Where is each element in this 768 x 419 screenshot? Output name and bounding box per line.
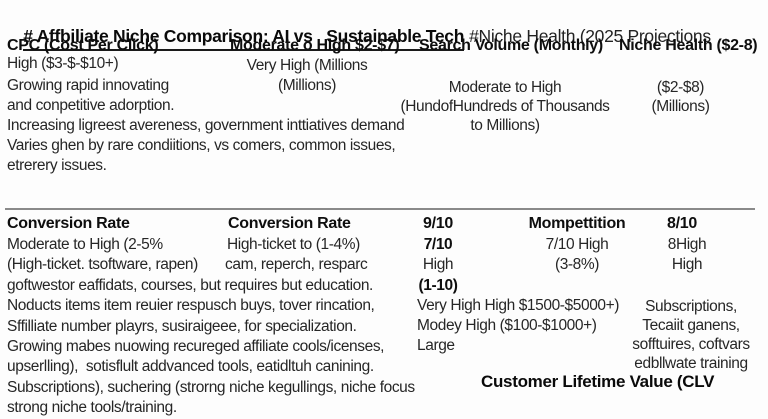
niche-health-values-block: ($2-$8) (Millions) — [628, 78, 733, 116]
section-divider — [5, 208, 755, 210]
column-header-conversion-rate-b: Conversion Rate — [228, 215, 351, 232]
column-header-cpc: CPC (Cost Per Click) — [7, 37, 159, 54]
subscriptions-line: sofftuires, coftvars — [632, 336, 750, 353]
conversion-details-block: Moderate to High (2-5% (High-ticket. tso… — [7, 235, 415, 418]
column-header-score-e: 8/10 — [667, 215, 697, 232]
conversion-line: upserlling), sotisflult addvanced tools,… — [7, 358, 374, 375]
conversion-line: Subscriptions), suchering (strorng niche… — [7, 379, 415, 396]
search-volume-line: Moderate to High — [448, 79, 562, 96]
niche-health-line: ($2-$8) — [656, 79, 705, 96]
cpc-line: High ($3-$-$10+) — [7, 55, 119, 72]
competition-values-block: 7/10 High (3-8%) — [527, 235, 627, 275]
score-c-line: High — [422, 256, 454, 273]
price-line: Modey High ($100-$1000+) — [417, 317, 597, 334]
score-e-line: 8High — [667, 236, 707, 253]
column-header-conversion-rate-a: Conversion Rate — [7, 215, 130, 232]
subscriptions-line: Subscriptions, — [645, 298, 737, 315]
moderate-line: (Millions) — [277, 77, 336, 94]
score-e-line: High — [671, 256, 703, 273]
document-title-row: # Affbiliate Niche Comparison: AI vs Sus… — [5, 5, 711, 72]
price-line: Very High High $1500-$5000+) — [417, 297, 620, 314]
score-c-block: 7/10 High (1-10) — [403, 235, 473, 296]
clv-heading: Customer Lifetime Value (CLV — [481, 372, 715, 391]
cpc-line: etrerery issues. — [7, 157, 107, 174]
cpc-line: Growing rapid innovating — [7, 77, 169, 94]
price-line: Large — [417, 337, 455, 354]
column-header-moderate: Moderate o High $2-$7) — [230, 37, 400, 54]
conversion-line: strong niche tools/training. — [7, 399, 177, 416]
competition-line: 7/10 High — [545, 236, 609, 253]
niche-health-line: (Millions) — [651, 98, 710, 115]
conversion-line: goftwestor eaffidats, courses, but requi… — [7, 277, 373, 294]
moderate-line: Very High (Millions — [246, 57, 368, 74]
conversion-line: Moderate to High (2-5% — [7, 236, 163, 253]
conversion-line: (High-ticket. tsoftware, rapen) — [7, 256, 198, 273]
moderate-values-block: Very High (Millions (Millions) — [197, 56, 417, 96]
column-header-search-volume: Search Volume (Monthly) — [419, 37, 603, 54]
price-values-block: Very High High $1500-$5000+) Modey High … — [417, 296, 619, 356]
conversion-line: Sffilliate number playrs, susiraigeee, f… — [7, 318, 357, 335]
score-c-line: (1-10) — [418, 277, 458, 294]
column-header-competition: Mompettition — [528, 215, 626, 232]
subscriptions-line: edbllwate training — [634, 355, 748, 372]
subscriptions-block: Subscriptions, Tecaiit ganens, sofftuire… — [615, 297, 767, 373]
document-title: # Affbiliate Niche Comparison: AI vs Sus… — [23, 26, 464, 51]
score-e-block: 8High High — [655, 235, 719, 275]
conversion-line: Noducts items item reuier respusch buys,… — [7, 297, 375, 314]
subscriptions-line: Tecaiit ganens, — [642, 317, 740, 334]
column-header-niche-health: Niche Health ($2-8) — [619, 37, 758, 54]
cpc-details-block: High ($3-$-$10+) Growing rapid innovatin… — [7, 54, 405, 176]
cpc-line: Increasing ligreest avereness, governmen… — [7, 117, 405, 134]
conversion-b-block: High-ticket to (1-4%) cam, reperch, resp… — [225, 235, 368, 275]
score-c-line: 7/10 — [423, 236, 453, 253]
cpc-line: Varies ghen by rare condiitions, vs come… — [7, 137, 396, 154]
cpc-line: and conpetitive adorption. — [7, 97, 175, 114]
document-title-note: #Niche Health (2025 Projections — [469, 26, 711, 46]
competition-line: (3-8%) — [554, 256, 600, 273]
conversion-b-line: cam, reperch, resparc — [225, 256, 368, 273]
search-volume-line: to Millions) — [470, 117, 540, 134]
column-header-score-c: 9/10 — [423, 215, 453, 232]
conversion-b-line: High-ticket to (1-4%) — [227, 236, 360, 253]
conversion-line: Growing mabes nuowing recureged affiliat… — [7, 338, 385, 355]
search-volume-line: (HundofHundreds of Thousands — [400, 98, 610, 115]
search-volume-values-block: Moderate to High (HundofHundreds of Thou… — [394, 78, 616, 135]
